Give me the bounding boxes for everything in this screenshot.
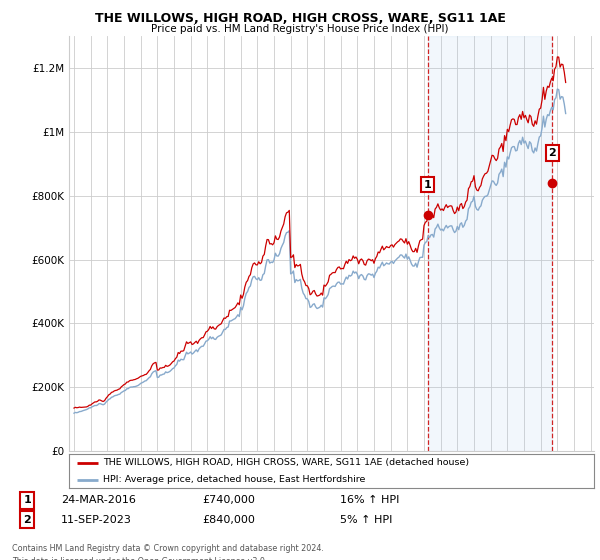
Text: THE WILLOWS, HIGH ROAD, HIGH CROSS, WARE, SG11 1AE (detached house): THE WILLOWS, HIGH ROAD, HIGH CROSS, WARE…: [103, 459, 469, 468]
Text: THE WILLOWS, HIGH ROAD, HIGH CROSS, WARE, SG11 1AE: THE WILLOWS, HIGH ROAD, HIGH CROSS, WARE…: [95, 12, 505, 25]
Bar: [428, 36, 553, 451]
Text: £840,000: £840,000: [202, 515, 255, 525]
Text: 16% ↑ HPI: 16% ↑ HPI: [340, 496, 400, 506]
Text: 1: 1: [424, 180, 432, 190]
Text: £740,000: £740,000: [202, 496, 255, 506]
Text: 11-SEP-2023: 11-SEP-2023: [61, 515, 132, 525]
Text: Contains HM Land Registry data © Crown copyright and database right 2024.
This d: Contains HM Land Registry data © Crown c…: [12, 544, 324, 560]
Text: 5% ↑ HPI: 5% ↑ HPI: [340, 515, 392, 525]
Text: Price paid vs. HM Land Registry's House Price Index (HPI): Price paid vs. HM Land Registry's House …: [151, 24, 449, 34]
Text: 1: 1: [23, 496, 31, 506]
Text: 2: 2: [23, 515, 31, 525]
Text: 2: 2: [548, 148, 556, 158]
Text: HPI: Average price, detached house, East Hertfordshire: HPI: Average price, detached house, East…: [103, 475, 365, 484]
Text: 24-MAR-2016: 24-MAR-2016: [61, 496, 136, 506]
